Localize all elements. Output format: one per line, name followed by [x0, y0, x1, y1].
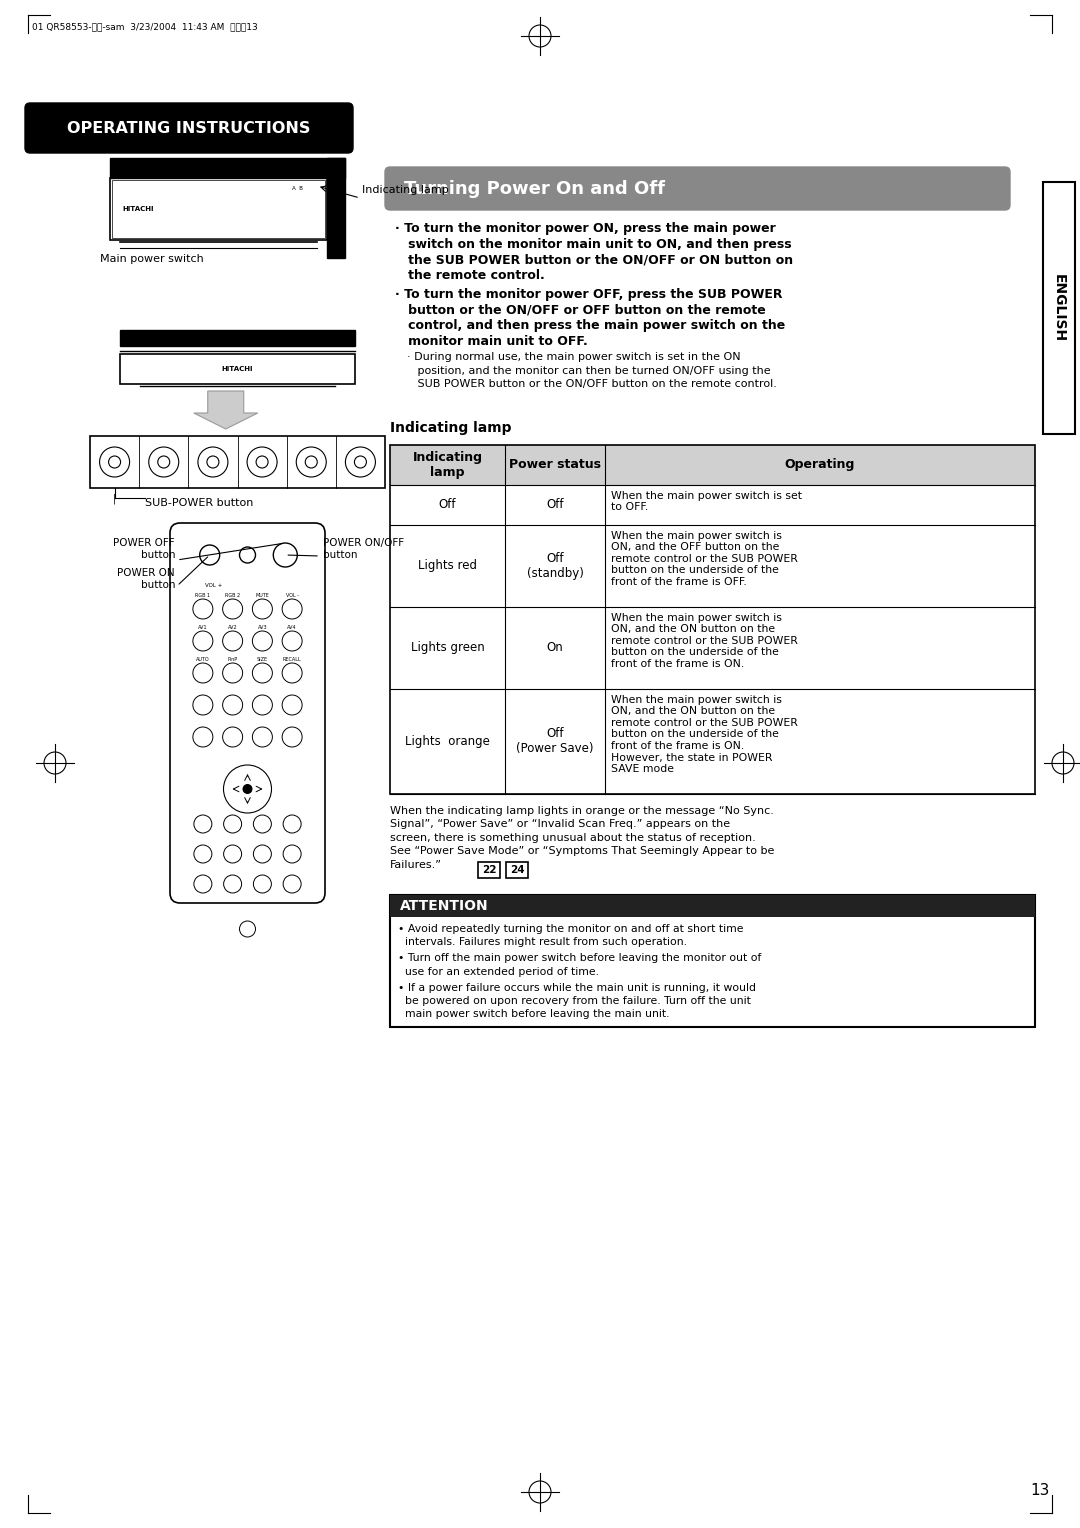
Text: control, and then press the main power switch on the: control, and then press the main power s… [395, 319, 785, 332]
Text: monitor main unit to OFF.: monitor main unit to OFF. [395, 335, 588, 347]
Text: the SUB POWER button or the ON/OFF or ON button on: the SUB POWER button or the ON/OFF or ON… [395, 254, 793, 266]
Text: ATTENTION: ATTENTION [400, 898, 488, 914]
Text: Operating: Operating [785, 458, 855, 471]
Text: Off: Off [546, 498, 564, 510]
Bar [390, 895, 1035, 917]
Bar [110, 157, 345, 177]
Text: A  B: A B [292, 186, 302, 191]
Text: Indicating lamp: Indicating lamp [390, 420, 512, 434]
Text: AV2: AV2 [228, 625, 238, 630]
Text: AV1: AV1 [198, 625, 207, 630]
Text: RECALL: RECALL [283, 657, 301, 662]
Bar [478, 862, 500, 877]
Text: POWER ON
button: POWER ON button [118, 568, 175, 590]
Text: SIZE: SIZE [257, 657, 268, 662]
Text: Turning Power On and Off: Turning Power On and Off [404, 179, 665, 197]
Text: When the main power switch is set
to OFF.: When the main power switch is set to OFF… [611, 490, 802, 512]
Text: use for an extended period of time.: use for an extended period of time. [399, 967, 599, 976]
Polygon shape [193, 391, 258, 429]
Bar [390, 445, 1035, 793]
Text: switch on the monitor main unit to ON, and then press: switch on the monitor main unit to ON, a… [395, 237, 792, 251]
Bar [110, 177, 327, 240]
Text: button or the ON/OFF or OFF button on the remote: button or the ON/OFF or OFF button on th… [395, 304, 766, 316]
Text: When the main power switch is
ON, and the ON button on the
remote control or the: When the main power switch is ON, and th… [611, 613, 798, 669]
Bar [507, 862, 528, 877]
Text: When the indicating lamp lights in orange or the message “No Sync.: When the indicating lamp lights in orang… [390, 805, 774, 816]
Text: AV3: AV3 [257, 625, 267, 630]
Text: · To turn the monitor power ON, press the main power: · To turn the monitor power ON, press th… [395, 222, 775, 235]
Circle shape [243, 784, 253, 795]
Text: · During normal use, the main power switch is set in the ON: · During normal use, the main power swit… [407, 351, 741, 362]
Text: VOL -: VOL - [285, 593, 299, 597]
Bar [112, 180, 325, 238]
Text: main power switch before leaving the main unit.: main power switch before leaving the mai… [399, 1008, 670, 1019]
FancyBboxPatch shape [25, 102, 353, 153]
Text: AUTO: AUTO [197, 657, 210, 662]
Text: PinP: PinP [228, 657, 238, 662]
Text: Off
(Power Save): Off (Power Save) [516, 727, 594, 755]
Text: See “Power Save Mode” or “Symptoms That Seemingly Appear to be: See “Power Save Mode” or “Symptoms That … [390, 847, 774, 856]
Bar [90, 435, 384, 487]
Bar [390, 895, 1035, 1027]
Bar [327, 157, 345, 258]
Text: Off
(standby): Off (standby) [527, 552, 583, 579]
Text: Off: Off [438, 498, 456, 510]
Text: VOL +: VOL + [205, 584, 222, 588]
Bar [1043, 182, 1075, 434]
Text: SUB POWER button or the ON/OFF button on the remote control.: SUB POWER button or the ON/OFF button on… [407, 379, 777, 390]
Text: position, and the monitor can then be turned ON/OFF using the: position, and the monitor can then be tu… [407, 365, 771, 376]
Text: POWER OFF
button: POWER OFF button [113, 538, 175, 559]
Text: 24: 24 [510, 865, 524, 874]
Text: |: | [113, 494, 117, 504]
Bar [390, 445, 1035, 484]
Text: When the main power switch is
ON, and the ON button on the
remote control or the: When the main power switch is ON, and th… [611, 695, 798, 775]
Text: When the main power switch is
ON, and the OFF button on the
remote control or th: When the main power switch is ON, and th… [611, 530, 798, 587]
Text: Lights green: Lights green [410, 642, 484, 654]
Text: be powered on upon recovery from the failure. Turn off the unit: be powered on upon recovery from the fai… [399, 996, 751, 1005]
Text: • Avoid repeatedly turning the monitor on and off at short time: • Avoid repeatedly turning the monitor o… [399, 924, 743, 934]
Text: 01 QR58553-英語-sam  3/23/2004  11:43 AM  ページ13: 01 QR58553-英語-sam 3/23/2004 11:43 AM ページ… [32, 21, 258, 31]
Text: SUB-POWER button: SUB-POWER button [145, 498, 253, 507]
Text: RGB 2: RGB 2 [225, 593, 240, 597]
Text: Lights  orange: Lights orange [405, 735, 490, 747]
Text: Lights red: Lights red [418, 559, 477, 571]
Text: HITACHI: HITACHI [221, 367, 253, 371]
Text: • If a power failure occurs while the main unit is running, it would: • If a power failure occurs while the ma… [399, 983, 756, 993]
Text: 22: 22 [482, 865, 496, 874]
Text: Failures.”: Failures.” [390, 859, 442, 869]
Text: 13: 13 [1030, 1484, 1050, 1497]
Text: Power status: Power status [509, 458, 600, 471]
Text: the remote control.: the remote control. [395, 269, 544, 281]
Text: intervals. Failures might result from such operation.: intervals. Failures might result from su… [399, 937, 687, 947]
Text: Indicating lamp: Indicating lamp [362, 185, 449, 196]
FancyBboxPatch shape [384, 167, 1010, 209]
Text: AV4: AV4 [287, 625, 297, 630]
Text: screen, there is something unusual about the status of reception.: screen, there is something unusual about… [390, 833, 756, 842]
Text: Main power switch: Main power switch [100, 254, 204, 264]
Text: RGB 1: RGB 1 [195, 593, 211, 597]
Text: On: On [546, 642, 564, 654]
Text: · To turn the monitor power OFF, press the SUB POWER: · To turn the monitor power OFF, press t… [395, 287, 783, 301]
Text: OPERATING INSTRUCTIONS: OPERATING INSTRUCTIONS [67, 121, 311, 136]
Text: HITACHI: HITACHI [122, 206, 153, 212]
Text: Indicating
lamp: Indicating lamp [413, 451, 483, 478]
Text: POWER ON/OFF
button: POWER ON/OFF button [323, 538, 404, 559]
Text: Signal”, “Power Save” or “Invalid Scan Freq.” appears on the: Signal”, “Power Save” or “Invalid Scan F… [390, 819, 730, 830]
Text: MUTE: MUTE [256, 593, 269, 597]
Text: ENGLISH: ENGLISH [1052, 274, 1066, 342]
Text: • Turn off the main power switch before leaving the monitor out of: • Turn off the main power switch before … [399, 953, 761, 963]
Bar [120, 354, 355, 384]
Bar [120, 330, 355, 345]
